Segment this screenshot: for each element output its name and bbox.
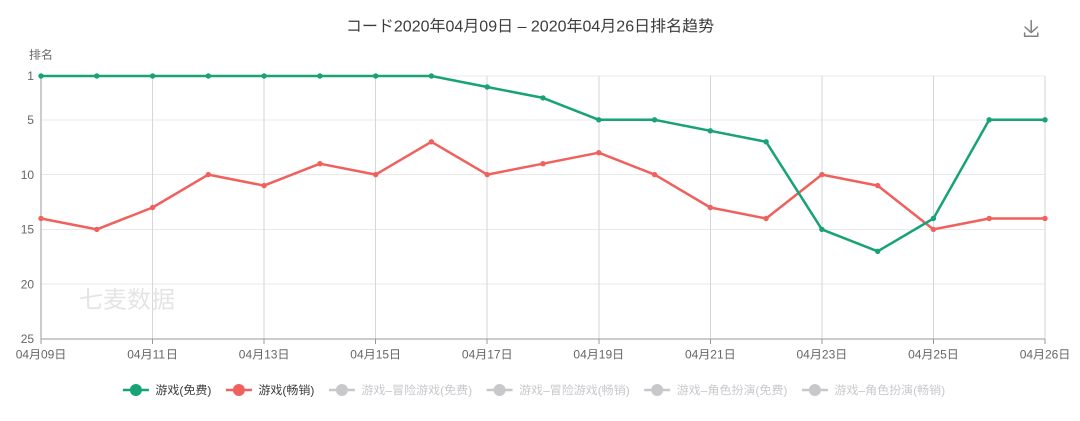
svg-text:17: 17 <box>487 348 501 362</box>
svg-text:04: 04 <box>1020 348 1034 362</box>
svg-text:5: 5 <box>27 113 34 127</box>
svg-text:): ) <box>207 383 211 397</box>
svg-text:23: 23 <box>822 348 836 362</box>
svg-text:25: 25 <box>933 348 947 362</box>
svg-text:(: ( <box>598 383 602 397</box>
svg-text:04: 04 <box>350 348 364 362</box>
svg-text:26: 26 <box>616 19 634 36</box>
svg-text:(: ( <box>755 383 759 397</box>
svg-text:21: 21 <box>710 348 724 362</box>
svg-text:04: 04 <box>239 348 253 362</box>
svg-text:09: 09 <box>479 19 497 36</box>
svg-text:04: 04 <box>583 19 601 36</box>
svg-text:): ) <box>941 383 945 397</box>
svg-text:(: ( <box>282 383 286 397</box>
svg-text:(: ( <box>179 383 183 397</box>
svg-text:2020: 2020 <box>531 19 567 36</box>
svg-text:–: – <box>701 383 708 397</box>
svg-text:04: 04 <box>462 348 476 362</box>
svg-text:04: 04 <box>908 348 922 362</box>
svg-text:–: – <box>518 19 527 36</box>
svg-text:15: 15 <box>21 223 35 237</box>
svg-text:15: 15 <box>376 348 390 362</box>
svg-text:19: 19 <box>599 348 613 362</box>
svg-text:04: 04 <box>16 348 30 362</box>
svg-text:26: 26 <box>1045 348 1059 362</box>
svg-text:–: – <box>858 383 865 397</box>
svg-text:10: 10 <box>21 168 35 182</box>
svg-text:): ) <box>783 383 787 397</box>
svg-text:–: – <box>543 383 550 397</box>
svg-text:(: ( <box>913 383 917 397</box>
svg-text:04: 04 <box>685 348 699 362</box>
svg-text:25: 25 <box>21 332 35 346</box>
svg-text:): ) <box>468 383 472 397</box>
svg-text:(: ( <box>440 383 444 397</box>
svg-text:09: 09 <box>41 348 55 362</box>
svg-text:13: 13 <box>264 348 278 362</box>
svg-text:04: 04 <box>573 348 587 362</box>
svg-text:04: 04 <box>446 19 464 36</box>
svg-text:1: 1 <box>27 69 34 83</box>
svg-text:20: 20 <box>21 277 35 291</box>
svg-text:2020: 2020 <box>394 19 430 36</box>
svg-text:): ) <box>626 383 630 397</box>
svg-text:): ) <box>310 383 314 397</box>
svg-text:11: 11 <box>153 348 166 362</box>
svg-text:–: – <box>385 383 392 397</box>
svg-text:04: 04 <box>797 348 811 362</box>
svg-text:04: 04 <box>127 348 141 362</box>
